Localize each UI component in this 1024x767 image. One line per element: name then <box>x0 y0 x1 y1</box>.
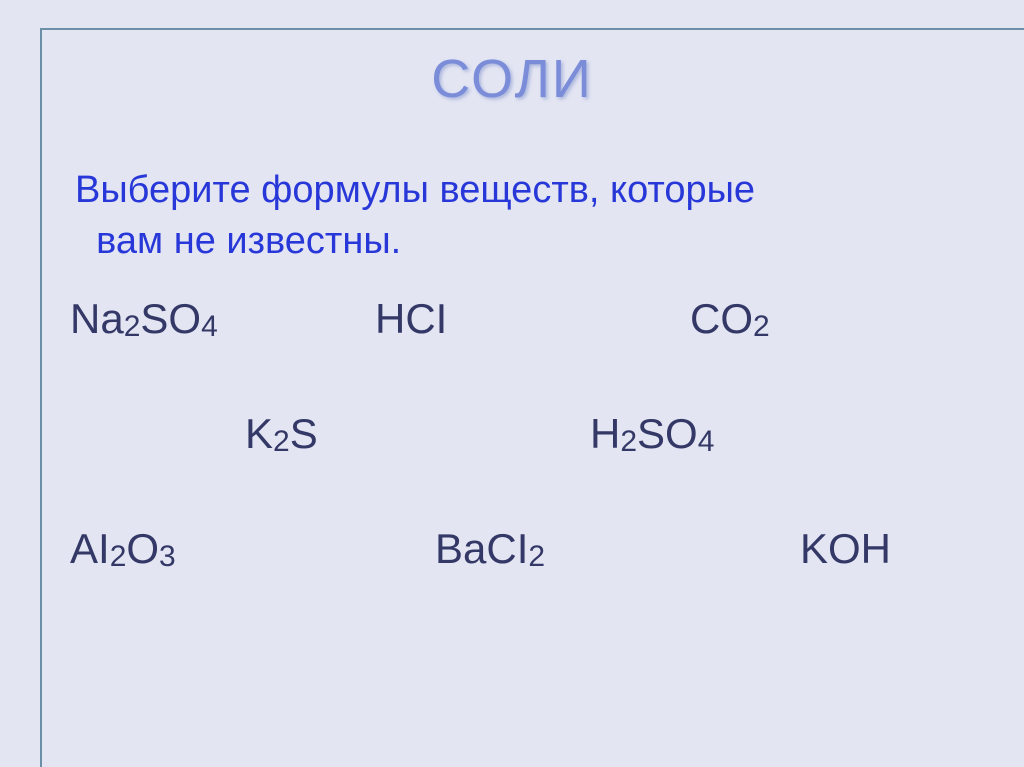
formula-bacl2: BaCI2 <box>435 525 545 573</box>
prompt-text: Выберите формулы веществ, которые вам не… <box>75 165 959 268</box>
formula-al2o3: AI2O3 <box>70 525 176 573</box>
formula-k2s: K2S <box>245 410 318 458</box>
formula-koh: KOH <box>800 525 891 573</box>
formula-h2so4: H2SO4 <box>590 410 714 458</box>
slide-frame <box>40 28 1024 767</box>
formula-na2so4: Na2SO4 <box>70 295 218 343</box>
prompt-line-1: Выберите формулы веществ, которые <box>75 169 755 211</box>
formula-co2: CO2 <box>690 295 770 343</box>
slide-title: СОЛИ <box>431 48 592 110</box>
formula-hcl: HCI <box>375 295 447 343</box>
prompt-line-2: вам не известны. <box>96 220 401 262</box>
